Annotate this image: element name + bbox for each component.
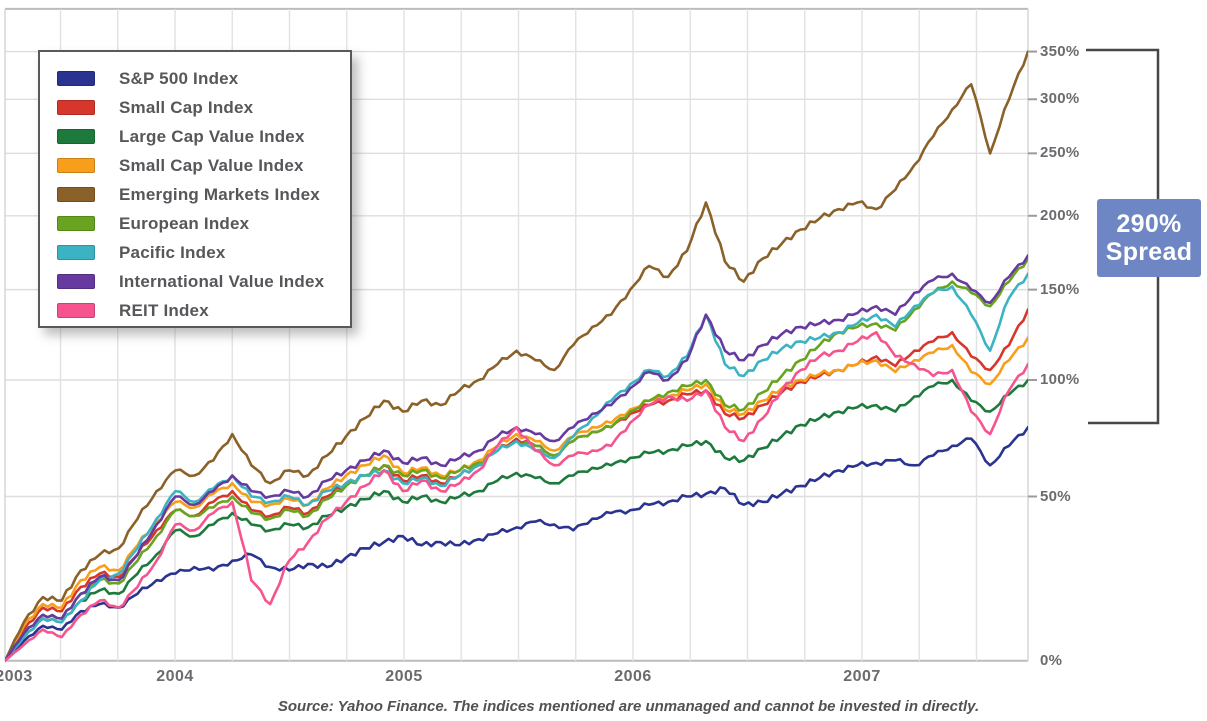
x-tick-label-2006: 2006 [614,668,652,685]
legend-item-emerging-markets-index: Emerging Markets Index [40,180,350,209]
legend-label-european-index: European Index [119,213,250,233]
legend-item-pacific-index: Pacific Index [40,238,350,267]
x-tick-label-2003: 2003 [0,668,33,685]
legend-swatch-reit-index [57,303,95,318]
legend-swatch-small-cap-index [57,100,95,115]
series-line-emerging-markets-index [5,50,1028,663]
legend-item-s-p-500-index: S&P 500 Index [40,64,350,93]
legend-label-international-value-index: International Value Index [119,271,325,291]
series-line-reit-index [5,330,1028,663]
series-line-large-cap-value-index [5,378,1028,663]
legend-item-reit-index: REIT Index [40,296,350,325]
legend-item-european-index: European Index [40,209,350,238]
legend-label-s-p-500-index: S&P 500 Index [119,68,239,88]
legend-item-large-cap-value-index: Large Cap Value Index [40,122,350,151]
legend-label-emerging-markets-index: Emerging Markets Index [119,184,320,204]
legend-item-international-value-index: International Value Index [40,267,350,296]
y-tick-label-100: 100% [1040,371,1080,388]
legend-label-small-cap-value-index: Small Cap Value Index [119,155,304,175]
y-tick-label-300: 300% [1040,90,1080,108]
y-tick-label-150: 150% [1040,280,1080,298]
x-tick-label-2004: 2004 [156,668,194,685]
legend-swatch-emerging-markets-index [57,187,95,202]
legend-box: S&P 500 Index Small Cap Index Large Cap Va… [38,50,352,328]
legend-item-small-cap-value-index: Small Cap Value Index [40,151,350,180]
legend-label-large-cap-value-index: Large Cap Value Index [119,126,305,146]
x-tick-label-2007: 2007 [843,668,881,685]
legend-swatch-international-value-index [57,274,95,289]
legend-swatch-s-p-500-index [57,71,95,86]
y-tick-label-200: 200% [1040,206,1080,224]
legend-label-reit-index: REIT Index [119,300,209,320]
legend-swatch-european-index [57,216,95,231]
legend-swatch-large-cap-value-index [57,129,95,144]
y-tick-label-0: 0% [1040,651,1063,669]
series-line-s-p-500-index [5,425,1028,663]
legend-label-small-cap-index: Small Cap Index [119,97,254,117]
spread-label: Spread [1105,238,1193,266]
legend-item-small-cap-index: Small Cap Index [40,93,350,122]
legend-swatch-pacific-index [57,245,95,260]
series-line-small-cap-value-index [5,336,1028,663]
spread-value: 290% [1116,210,1182,238]
y-tick-label-50: 50% [1040,487,1071,505]
series-line-pacific-index [5,272,1028,663]
y-tick-label-250: 250% [1040,144,1080,162]
spread-annotation: 290% Spread [1097,199,1201,277]
x-tick-label-2005: 2005 [385,668,423,685]
y-tick-label-350: 350% [1040,42,1080,60]
source-note: Source: Yahoo Finance. The indices menti… [277,698,980,715]
series-line-small-cap-index [5,308,1028,663]
legend-swatch-small-cap-value-index [57,158,95,173]
legend-label-pacific-index: Pacific Index [119,242,226,262]
